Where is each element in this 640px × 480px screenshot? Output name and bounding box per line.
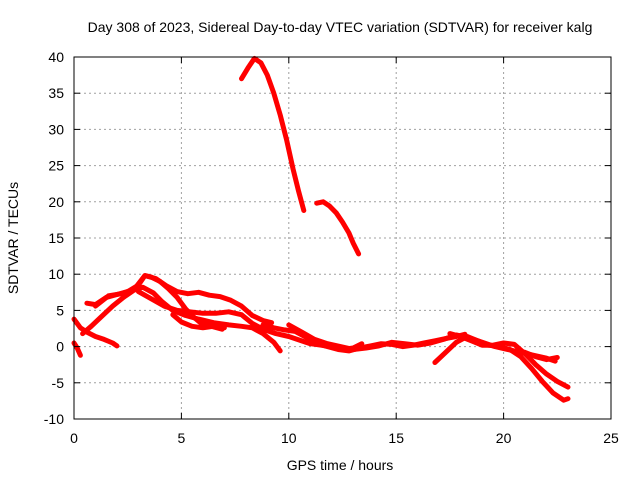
y-tick-label: 25	[48, 158, 64, 174]
series-line-sat-m	[170, 312, 227, 331]
series-line-sat-h	[135, 289, 365, 352]
x-tick-label: 5	[178, 430, 186, 446]
series-line-sat-a	[239, 55, 307, 213]
series-line-sat-c	[71, 340, 83, 358]
x-tick-labels: 0 5 10 15 20 25	[70, 430, 619, 446]
y-tick-label: 10	[48, 266, 64, 282]
chart-title: Day 308 of 2023, Sidereal Day-to-day VTE…	[88, 19, 593, 35]
y-tick-labels: -10 -5 0 5 10 15 20 25 30 35 40	[44, 49, 64, 427]
y-tick-label: -5	[52, 375, 65, 391]
y-tick-label: 30	[48, 121, 64, 137]
series-line-sat-k	[432, 334, 571, 403]
series-line-sat-d	[71, 316, 120, 349]
y-tick-label: 35	[48, 85, 64, 101]
series-line-sat-b	[314, 199, 362, 257]
y-tick-label: 20	[48, 194, 64, 210]
x-tick-label: 20	[496, 430, 512, 446]
series-line-sat-g	[93, 273, 275, 326]
grid	[74, 57, 611, 419]
x-tick-label: 25	[603, 430, 619, 446]
axis-ticks	[73, 56, 612, 420]
y-tick-label: -10	[44, 411, 64, 427]
y-tick-label: 5	[56, 302, 64, 318]
x-tick-label: 15	[388, 430, 404, 446]
y-axis-label: SDTVAR / TECUs	[5, 182, 21, 294]
data-series	[71, 55, 571, 403]
series-line-sat-l	[447, 331, 571, 390]
series-line-sat-n	[514, 348, 560, 363]
x-axis-label: GPS time / hours	[287, 457, 394, 473]
x-tick-label: 0	[70, 430, 78, 446]
y-tick-label: 15	[48, 230, 64, 246]
y-tick-label: 0	[56, 339, 64, 355]
x-tick-label: 10	[281, 430, 297, 446]
y-tick-label: 40	[48, 49, 64, 65]
